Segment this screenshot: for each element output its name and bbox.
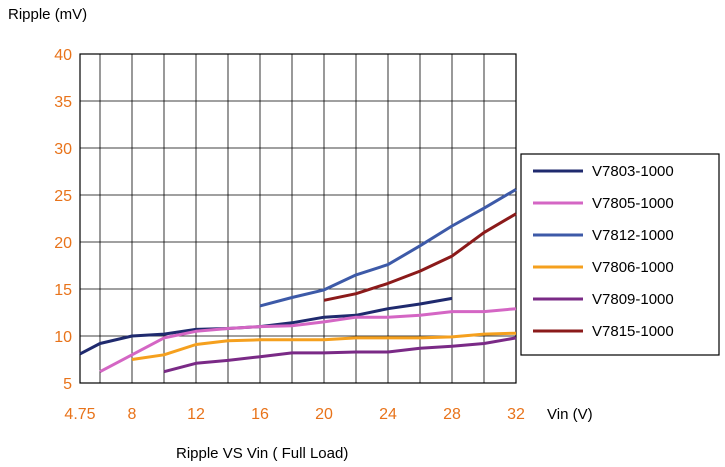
chart-caption: Ripple VS Vin ( Full Load) xyxy=(176,445,348,462)
y-ticks: 5 10 15 20 25 30 35 40 xyxy=(54,47,72,393)
x-tick-label-4: 20 xyxy=(315,406,333,423)
grid xyxy=(79,53,517,384)
x-tick-label-1: 8 xyxy=(128,406,137,423)
x-ticks: 4.75 8 12 16 20 24 28 32 xyxy=(64,406,525,423)
y-tick-label-4: 25 xyxy=(54,188,72,205)
x-tick-label-3: 16 xyxy=(251,406,269,423)
x-tick-label-5: 24 xyxy=(379,406,397,423)
legend: V7803-1000 V7805-1000 V7812-1000 V7806-1000… xyxy=(520,153,720,356)
legend-label-5: V7815-1000 xyxy=(592,323,674,340)
y-axis-label: Ripple (mV) xyxy=(8,6,87,23)
legend-label-3: V7806-1000 xyxy=(592,259,674,276)
x-tick-label-6: 28 xyxy=(443,406,461,423)
series-line-v7805-1000 xyxy=(99,307,517,374)
series-line-v7815-1000 xyxy=(323,212,517,302)
y-tick-label-5: 30 xyxy=(54,141,72,158)
x-tick-label-2: 12 xyxy=(187,406,205,423)
legend-label-0: V7803-1000 xyxy=(592,163,674,180)
series-line-v7806-1000 xyxy=(131,331,517,361)
series-line-v7812-1000 xyxy=(259,188,517,308)
y-tick-label-2: 15 xyxy=(54,282,72,299)
plot-area xyxy=(79,53,517,384)
legend-label-1: V7805-1000 xyxy=(592,195,674,212)
y-tick-label-1: 10 xyxy=(54,329,72,346)
y-tick-label-6: 35 xyxy=(54,94,72,111)
series-line-v7809-1000 xyxy=(163,336,517,374)
x-tick-label-0: 4.75 xyxy=(64,406,95,423)
series-lines xyxy=(79,188,517,374)
y-tick-label-0: 5 xyxy=(63,376,72,393)
legend-box xyxy=(520,153,720,356)
legend-label-4: V7809-1000 xyxy=(592,291,674,308)
legend-label-2: V7812-1000 xyxy=(592,227,674,244)
x-axis-label: Vin (V) xyxy=(547,406,593,423)
y-tick-label-7: 40 xyxy=(54,47,72,64)
y-tick-label-3: 20 xyxy=(54,235,72,252)
x-tick-label-7: 32 xyxy=(507,406,525,423)
